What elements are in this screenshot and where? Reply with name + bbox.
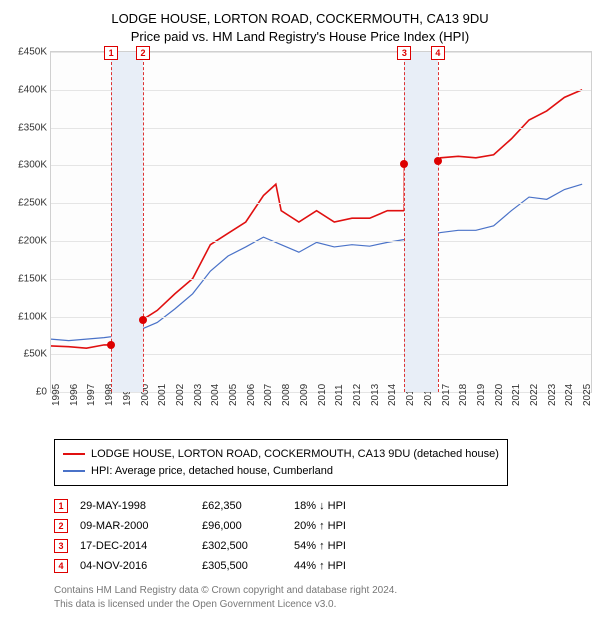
y-axis-label: £150K [18,273,47,284]
x-axis-label: 2011 [334,385,345,407]
x-axis-label: 1997 [86,384,97,406]
x-axis-label: 2009 [299,384,310,406]
tx-date: 17-DEC-2014 [80,536,202,556]
legend-label-hpi: HPI: Average price, detached house, Cumb… [91,463,333,480]
transaction-row: 2 09-MAR-2000£96,00020% ↑ HPI [54,516,358,536]
y-axis-label: £300K [18,160,47,171]
tx-index-box: 2 [54,519,68,533]
title-line-1: LODGE HOUSE, LORTON ROAD, COCKERMOUTH, C… [14,10,586,28]
y-axis-label: £450K [18,47,47,58]
x-axis-label: 2025 [582,384,593,406]
legend-label-price: LODGE HOUSE, LORTON ROAD, COCKERMOUTH, C… [91,446,499,463]
transaction-row: 4 04-NOV-2016£305,50044% ↑ HPI [54,556,358,576]
marker-dash [438,52,439,392]
footer-line-2: This data is licensed under the Open Gov… [54,598,586,612]
x-axis-label: 2018 [458,384,469,406]
highlight-band [111,52,143,392]
x-axis-label: 2006 [246,384,257,406]
x-axis-label: 1996 [69,384,80,406]
x-axis-label: 2020 [494,384,505,406]
y-axis-label: £200K [18,235,47,246]
legend: LODGE HOUSE, LORTON ROAD, COCKERMOUTH, C… [54,439,508,486]
x-axis-label: 2024 [564,384,575,406]
x-axis-label: 2012 [352,384,363,406]
footer-line-1: Contains HM Land Registry data © Crown c… [54,584,586,598]
transaction-dot [107,341,115,349]
x-axis-label: 2004 [210,384,221,406]
marker-box: 4 [431,46,445,60]
marker-box: 2 [136,46,150,60]
y-axis-label: £250K [18,198,47,209]
tx-pct: 54% ↑ HPI [294,536,358,556]
transactions-table: 1 29-MAY-1998£62,35018% ↓ HPI 2 09-MAR-2000… [54,496,358,576]
legend-swatch-hpi [63,470,85,472]
tx-price: £96,000 [202,516,294,536]
marker-dash [404,52,405,392]
x-axis-label: 2008 [281,384,292,406]
tx-date: 29-MAY-1998 [80,496,202,516]
x-axis-label: 2003 [193,384,204,406]
y-axis-label: £400K [18,84,47,95]
x-axis-label: 2002 [175,384,186,406]
tx-price: £302,500 [202,536,294,556]
marker-box: 3 [397,46,411,60]
x-axis-label: 2001 [157,384,168,406]
tx-date: 04-NOV-2016 [80,556,202,576]
x-axis-label: 2013 [370,384,381,406]
line-chart: £0£50K£100K£150K£200K£250K£300K£350K£400… [50,51,592,393]
x-axis-label: 2021 [511,384,522,406]
title-line-2: Price paid vs. HM Land Registry's House … [14,28,586,46]
x-axis-label: 2014 [387,384,398,406]
x-axis-label: 1995 [51,384,62,406]
tx-pct: 20% ↑ HPI [294,516,358,536]
tx-price: £62,350 [202,496,294,516]
transaction-dot [139,316,147,324]
legend-row-hpi: HPI: Average price, detached house, Cumb… [63,463,499,480]
y-axis-label: £0 [36,387,47,398]
transaction-row: 1 29-MAY-1998£62,35018% ↓ HPI [54,496,358,516]
tx-index-box: 4 [54,559,68,573]
y-axis-label: £100K [18,311,47,322]
highlight-band [404,52,437,392]
x-axis-label: 2010 [317,384,328,406]
tx-price: £305,500 [202,556,294,576]
chart-title: LODGE HOUSE, LORTON ROAD, COCKERMOUTH, C… [14,10,586,45]
x-axis-label: 2019 [476,384,487,406]
x-axis-label: 2007 [263,384,274,406]
tx-index-box: 1 [54,499,68,513]
tx-index-box: 3 [54,539,68,553]
transaction-row: 3 17-DEC-2014£302,50054% ↑ HPI [54,536,358,556]
tx-date: 09-MAR-2000 [80,516,202,536]
footer: Contains HM Land Registry data © Crown c… [54,584,586,611]
tx-pct: 18% ↓ HPI [294,496,358,516]
x-axis-label: 2023 [547,384,558,406]
marker-box: 1 [104,46,118,60]
legend-swatch-price [63,453,85,455]
x-axis-label: 2022 [529,384,540,406]
legend-row-price: LODGE HOUSE, LORTON ROAD, COCKERMOUTH, C… [63,446,499,463]
x-axis-label: 2005 [228,384,239,406]
tx-pct: 44% ↑ HPI [294,556,358,576]
marker-dash [143,52,144,392]
y-axis-label: £350K [18,122,47,133]
transaction-dot [400,160,408,168]
transaction-dot [434,157,442,165]
x-axis-label: 2017 [441,384,452,406]
y-axis-label: £50K [24,349,47,360]
